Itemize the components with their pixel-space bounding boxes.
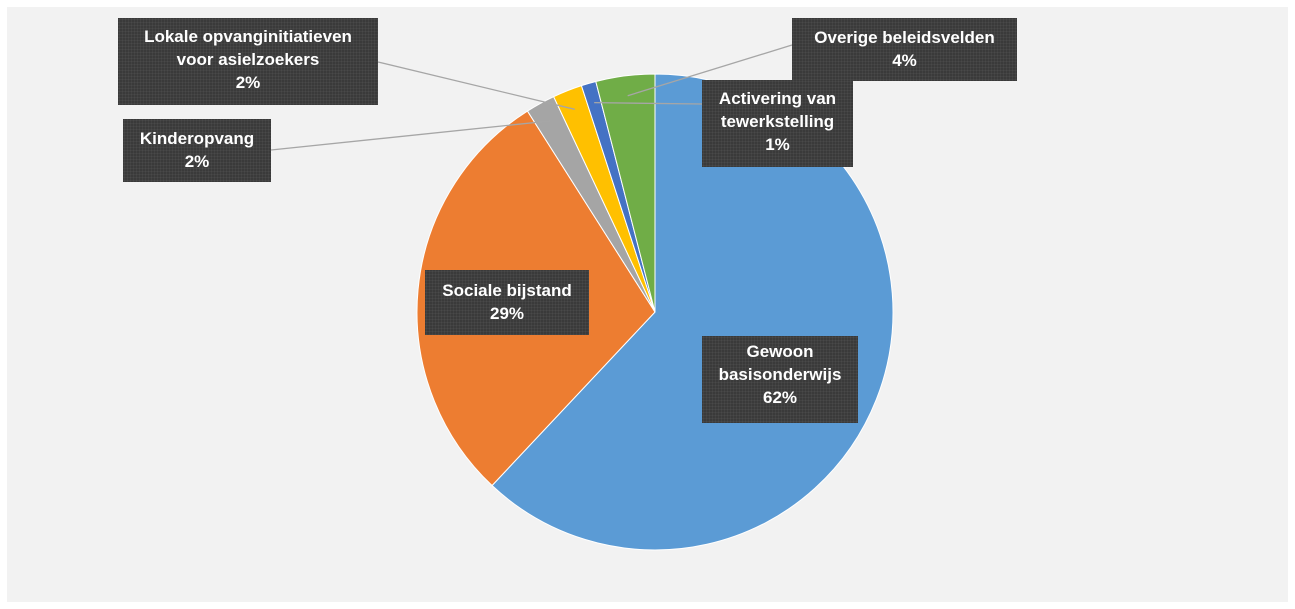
data-label-kinderopvang: Kinderopvang 2% <box>123 119 271 182</box>
data-label-activering-van-tewerkstelling: Activering van tewerkstelling 1% <box>702 80 853 167</box>
leader-line-lokale-opvanginitiatieven <box>377 61 575 110</box>
data-label-name: Gewoon basisonderwijs <box>718 342 842 384</box>
data-label-percent: 2% <box>235 73 261 92</box>
leader-line-activering-van-tewerkstelling <box>594 102 703 105</box>
data-label-name: Sociale bijstand <box>442 281 572 300</box>
data-label-gewoon-basisonderwijs: Gewoon basisonderwijs 62% <box>702 336 858 423</box>
leader-line-kinderopvang <box>270 120 551 151</box>
pie-slice-overige-beleidsvelden <box>595 73 656 313</box>
data-label-name: Kinderopvang <box>139 129 255 148</box>
data-label-percent: 2% <box>184 152 210 171</box>
data-label-percent: 1% <box>765 135 790 154</box>
data-label-name: Lokale opvanginitiatieven voor asielzoek… <box>144 27 352 69</box>
data-label-percent: 4% <box>892 51 917 70</box>
chart-area: Gewoon basisonderwijs 62% Sociale bijsta… <box>7 7 1288 602</box>
data-label-overige-beleidsvelden: Overige beleidsvelden 4% <box>792 18 1017 81</box>
data-label-name: Activering van tewerkstelling <box>718 89 837 131</box>
data-label-percent: 29% <box>489 304 525 323</box>
data-label-percent: 62% <box>762 388 798 407</box>
data-label-lokale-opvanginitiatieven: Lokale opvanginitiatieven voor asielzoek… <box>118 18 378 105</box>
leader-line-overige-beleidsvelden <box>627 44 793 97</box>
data-label-name: Overige beleidsvelden <box>814 28 995 47</box>
data-label-sociale-bijstand: Sociale bijstand 29% <box>425 270 589 335</box>
